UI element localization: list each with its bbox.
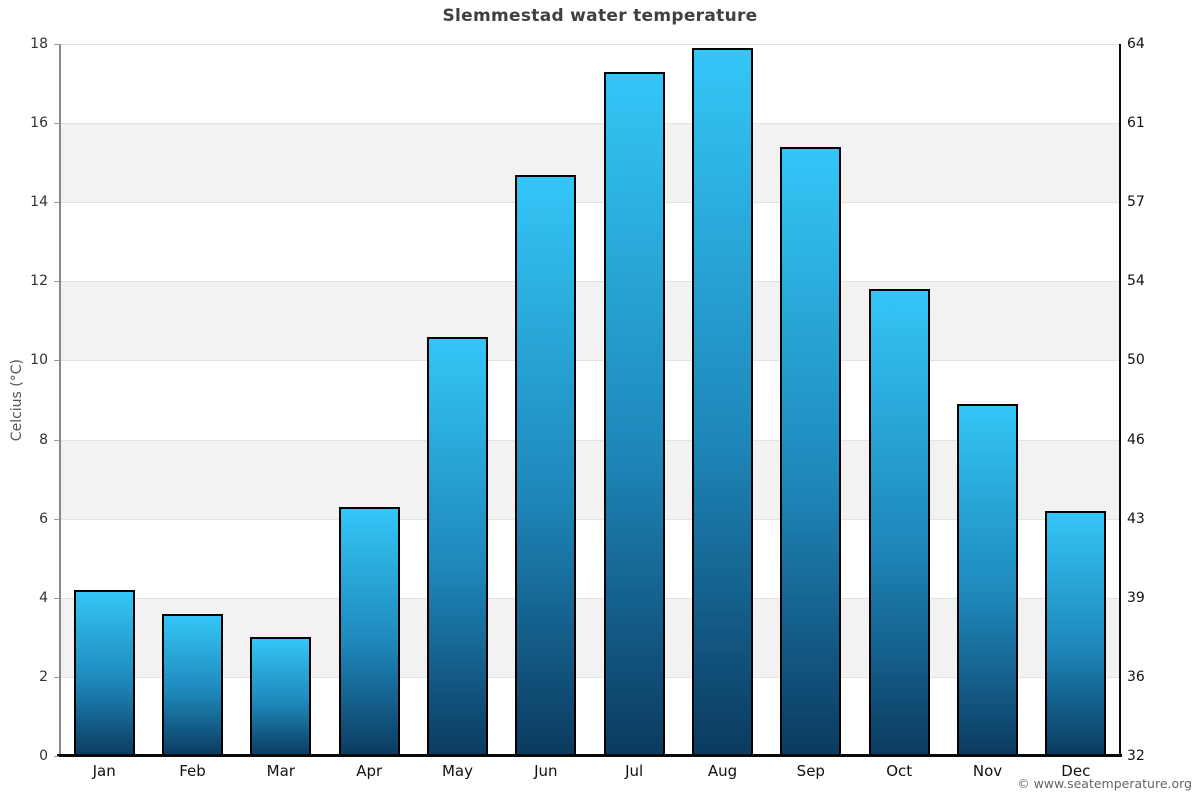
bar-nov	[957, 403, 1018, 756]
y-axis-line-left	[59, 44, 61, 757]
bar-apr	[338, 506, 400, 756]
y-tick-mark	[54, 677, 59, 678]
y-tick-mark	[54, 756, 59, 757]
y-tick-label-celsius: 16	[30, 115, 48, 132]
y-tick-label-fahrenheit: 36	[1127, 668, 1145, 685]
y-tick-label-fahrenheit: 64	[1127, 36, 1145, 52]
y-tick-mark	[54, 440, 59, 441]
bar-mar	[250, 637, 312, 756]
chart-title: Slemmestad water temperature	[442, 6, 758, 26]
x-tick-label-aug: Aug	[707, 762, 738, 780]
y-tick-mark	[54, 281, 59, 282]
bar-feb	[162, 613, 223, 756]
x-tick-label-feb: Feb	[179, 762, 206, 780]
plot-band	[60, 360, 1120, 440]
bar-may	[427, 336, 488, 756]
y-tick-label-celsius: 0	[39, 748, 48, 764]
y-tick-label-fahrenheit: 50	[1127, 352, 1145, 369]
x-tick-label-mar: Mar	[266, 762, 295, 780]
y-tick-label-celsius: 12	[30, 273, 48, 290]
x-tick-label-nov: Nov	[972, 762, 1003, 780]
y-axis-title-celsius-text: Celcius (°C)	[9, 358, 25, 442]
plot-band	[60, 123, 1120, 203]
bar-jan	[73, 589, 135, 756]
y-tick-label-celsius: 10	[30, 352, 48, 369]
x-tick-label-dec: Dec	[1061, 762, 1091, 780]
y-tick-label-fahrenheit: 46	[1127, 431, 1145, 448]
gridline	[60, 123, 1120, 124]
gridline	[60, 598, 1120, 599]
y-tick-label-fahrenheit: 61	[1127, 115, 1145, 132]
y-tick-label-celsius: 8	[39, 431, 48, 448]
y-tick-label-celsius: 2	[39, 668, 48, 685]
y-tick-mark	[54, 202, 59, 203]
y-tick-label-fahrenheit: 57	[1127, 194, 1145, 211]
y-tick-mark	[54, 44, 59, 45]
bar-jul	[603, 71, 665, 756]
y-tick-label-fahrenheit: 43	[1127, 510, 1145, 527]
y-tick-mark	[54, 598, 59, 599]
gridline	[60, 360, 1120, 361]
y-tick-label-fahrenheit: 54	[1127, 273, 1145, 290]
y-tick-label-celsius: 14	[30, 194, 48, 211]
y-tick-label-fahrenheit: 39	[1127, 589, 1145, 606]
y-tick-mark	[54, 360, 59, 361]
plot-area	[60, 44, 1120, 756]
gridline	[60, 677, 1120, 678]
gridline	[60, 44, 1120, 45]
y-axis-title-celsius: Celcius (°C)	[6, 44, 28, 756]
plot-band	[60, 676, 1120, 756]
y-tick-label-celsius: 4	[39, 589, 48, 606]
y-tick-label-celsius: 6	[39, 510, 48, 527]
copyright-attribution: © www.seatemperature.org	[1017, 776, 1192, 791]
bar-aug	[692, 47, 753, 756]
y-tick-label-fahrenheit: 32	[1127, 748, 1145, 764]
gridline	[60, 281, 1120, 282]
x-tick-label-jul: Jul	[625, 762, 644, 780]
bar-oct	[868, 289, 930, 756]
x-tick-label-jun: Jun	[534, 762, 558, 780]
x-tick-label-jan: Jan	[92, 762, 116, 780]
y-tick-label-celsius: 18	[30, 36, 48, 52]
x-tick-label-sep: Sep	[796, 762, 825, 780]
bar-dec	[1045, 510, 1107, 756]
plot-band	[60, 281, 1120, 361]
plot-band	[60, 202, 1120, 282]
x-tick-label-apr: Apr	[356, 762, 383, 780]
y-tick-mark	[54, 519, 59, 520]
gridline	[60, 440, 1120, 441]
plot-band	[60, 439, 1120, 519]
plot-band	[60, 44, 1120, 124]
x-tick-label-oct: Oct	[886, 762, 913, 780]
plot-band	[60, 597, 1120, 677]
y-axis-title-fahrenheit: Fahrenheit (°F)	[1164, 44, 1186, 756]
bar-sep	[780, 146, 842, 756]
plot-band	[60, 518, 1120, 598]
bar-jun	[515, 174, 577, 756]
gridline	[60, 519, 1120, 520]
y-tick-mark	[54, 123, 59, 124]
y-axis-line-right	[1119, 44, 1121, 757]
x-tick-label-may: May	[441, 762, 473, 780]
x-axis-line	[57, 754, 1122, 757]
gridline	[60, 202, 1120, 203]
